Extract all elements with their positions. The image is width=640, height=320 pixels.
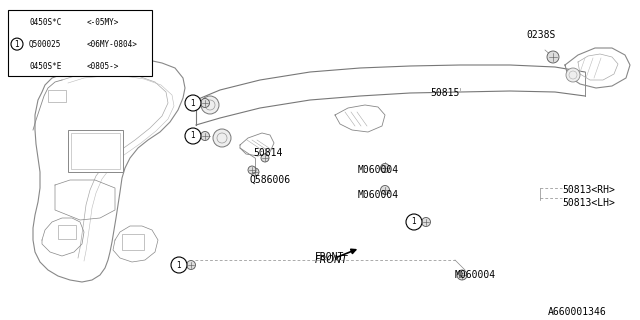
Circle shape	[248, 166, 256, 174]
Circle shape	[185, 95, 201, 111]
Bar	[68, 130, 123, 172]
Text: 1: 1	[191, 99, 195, 108]
Text: 0450S*E: 0450S*E	[29, 61, 61, 71]
Circle shape	[457, 270, 467, 280]
Text: 50813<RH>: 50813<RH>	[562, 185, 615, 195]
Circle shape	[171, 257, 187, 273]
Text: M060004: M060004	[358, 165, 399, 175]
Circle shape	[381, 164, 390, 172]
Text: FRONT: FRONT	[315, 252, 344, 262]
Text: 50814: 50814	[253, 148, 282, 158]
Text: Q586006: Q586006	[250, 175, 291, 185]
Text: FRONT: FRONT	[315, 255, 348, 265]
Bar	[122, 234, 144, 250]
Bar	[48, 90, 66, 102]
Bar	[71, 133, 120, 169]
Circle shape	[185, 128, 201, 144]
Text: 1: 1	[177, 260, 181, 269]
Text: M060004: M060004	[358, 190, 399, 200]
Circle shape	[566, 68, 580, 82]
Text: 0238S: 0238S	[526, 30, 556, 40]
Text: M060004: M060004	[455, 270, 496, 280]
Text: 1: 1	[412, 218, 417, 227]
Circle shape	[547, 51, 559, 63]
Text: <-05MY>: <-05MY>	[87, 18, 120, 27]
Text: 1: 1	[191, 132, 195, 140]
Text: 50815: 50815	[430, 88, 460, 98]
Circle shape	[200, 99, 209, 108]
Text: <0805->: <0805->	[87, 61, 120, 71]
Text: A660001346: A660001346	[548, 307, 607, 317]
Bar	[58, 225, 76, 239]
Circle shape	[406, 214, 422, 230]
Circle shape	[201, 96, 219, 114]
Circle shape	[213, 129, 231, 147]
Circle shape	[200, 132, 209, 140]
Circle shape	[11, 38, 23, 50]
Text: 0450S*C: 0450S*C	[29, 18, 61, 27]
Circle shape	[422, 218, 431, 227]
Circle shape	[261, 154, 269, 162]
Text: <06MY-0804>: <06MY-0804>	[87, 40, 138, 49]
Bar	[8, 10, 152, 76]
Text: 50813<LH>: 50813<LH>	[562, 198, 615, 208]
Text: Q500025: Q500025	[29, 40, 61, 49]
Text: 1: 1	[15, 40, 19, 49]
Circle shape	[251, 168, 259, 176]
Circle shape	[381, 186, 390, 195]
Circle shape	[186, 260, 195, 269]
